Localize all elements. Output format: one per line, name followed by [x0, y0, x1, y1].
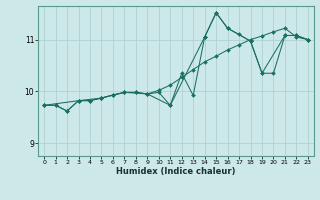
- X-axis label: Humidex (Indice chaleur): Humidex (Indice chaleur): [116, 167, 236, 176]
